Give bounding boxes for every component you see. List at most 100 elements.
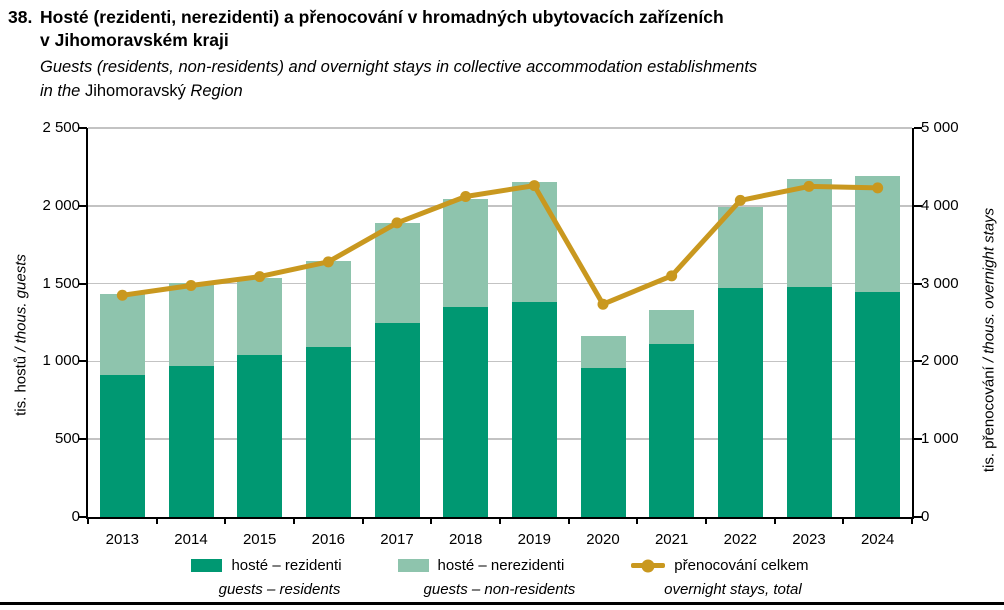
right-tick-label-5000: 5 000: [921, 119, 959, 136]
gridline-2500: [88, 127, 912, 129]
title-czech-line2: v Jihomoravském kraji: [40, 30, 229, 50]
overnight-point-2024: [872, 182, 884, 194]
x-label-2015: 2015: [242, 531, 277, 548]
right-tick-3000: [914, 282, 922, 285]
left-axis-title: tis. hostů / thous. guests: [12, 254, 30, 416]
bar-residents-2016: [305, 346, 351, 517]
x-label-2024: 2024: [860, 531, 895, 548]
bar-residents-2017: [374, 323, 420, 517]
x-tick-0: [87, 519, 89, 524]
legend-overnight-label-cs: přenocování celkem: [674, 557, 809, 574]
overnight-point-2014: [185, 280, 197, 292]
legend-residents-label-en: guests – residents: [218, 581, 341, 598]
bar-non-residents-2018: [443, 198, 489, 307]
x-tick-8: [636, 519, 639, 524]
legend-overnight-label-en: overnight stays, total: [664, 581, 802, 598]
legend-item-residents: hosté – rezidenti guests – residents: [191, 557, 342, 598]
gridline-500: [88, 438, 912, 440]
right-tick-label-2000: 2 000: [921, 352, 959, 370]
right-tick-5000: [914, 127, 922, 129]
bar-residents-2024: [855, 292, 901, 517]
non-residents-swatch-icon: [397, 559, 429, 572]
overnight-line-series: [116, 180, 884, 310]
residents-swatch-icon: [191, 559, 223, 572]
x-tick-1: [155, 519, 158, 524]
right-axis-line: [912, 128, 914, 519]
left-tick-2500: [79, 127, 87, 129]
left-tick-label-500: 500: [54, 430, 80, 448]
subtitle-english-line2: in the Jihomoravský Region: [40, 82, 243, 100]
x-label-2022: 2022: [723, 531, 758, 548]
overnight-line-swatch-icon: [631, 559, 666, 572]
bar-residents-2018: [443, 306, 489, 517]
bar-non-residents-2016: [305, 261, 351, 347]
bar-non-residents-2014: [168, 282, 214, 367]
right-tick-label-0: 0: [921, 508, 930, 525]
subtitle-english-line1: Guests (residents, non-residents) and ov…: [40, 58, 758, 76]
bar-non-residents-2021: [649, 310, 695, 345]
right-tick-0: [914, 516, 922, 518]
right-tick-2000: [914, 360, 922, 363]
bar-non-residents-2015: [237, 278, 283, 356]
x-label-2023: 2023: [792, 531, 826, 548]
left-axis-line: [86, 128, 88, 519]
x-tick-11: [842, 519, 845, 524]
bar-non-residents-2020: [580, 335, 626, 368]
left-tick-1500: [79, 282, 87, 285]
right-tick-label-4000: 4 000: [921, 196, 959, 214]
figure-number: 38.: [8, 7, 33, 27]
x-tick-5: [430, 519, 433, 524]
right-tick-1000: [914, 438, 922, 441]
left-tick-2000: [79, 204, 87, 207]
overnight-point-2022: [734, 194, 746, 206]
left-tick-label-1000: 1 000: [42, 352, 80, 370]
chart-header: 38. Hosté (rezidenti, nerezidenti) a přen…: [8, 6, 998, 103]
overnight-point-2016: [322, 256, 334, 268]
right-axis-title: tis. přenocování / thous. overnight stay…: [980, 207, 998, 473]
gridline-1000: [88, 360, 912, 363]
bar-residents-2021: [649, 344, 695, 517]
x-tick-7: [567, 519, 570, 524]
bottom-rule: [0, 602, 1004, 605]
x-label-2016: 2016: [311, 531, 346, 548]
x-tick-10: [773, 519, 776, 524]
bottom-axis-line: [86, 517, 914, 519]
overnight-point-2021: [666, 270, 678, 282]
bar-non-residents-2019: [511, 182, 557, 303]
bar-non-residents-2023: [786, 179, 832, 288]
x-label-2013: 2013: [105, 531, 140, 548]
bar-residents-2013: [99, 374, 145, 517]
legend-item-non-residents: hosté – nerezidenti guests – non-residen…: [397, 557, 576, 598]
bar-residents-2019: [511, 302, 557, 517]
overnight-line-path: [119, 183, 881, 307]
left-tick-label-2500: 2 500: [42, 119, 80, 136]
left-tick-label-0: 0: [71, 508, 80, 525]
left-tick-500: [79, 438, 87, 441]
x-tick-2: [224, 519, 227, 524]
left-tick-label-1500: 1 500: [42, 274, 80, 292]
x-label-2014: 2014: [174, 531, 208, 548]
overnight-point-2018: [460, 190, 472, 202]
right-tick-4000: [914, 204, 922, 207]
bar-non-residents-2013: [99, 293, 145, 375]
x-tick-3: [293, 519, 295, 524]
legend-non-residents-label-cs: hosté – nerezidenti: [437, 557, 565, 574]
x-tick-9: [705, 519, 707, 524]
legend-residents-label-cs: hosté – rezidenti: [231, 557, 342, 574]
title-czech-text: Hosté (rezidenti, nerezidenti) a přenoco…: [40, 7, 724, 27]
overnight-point-2023: [803, 180, 815, 192]
gridline-2000: [88, 205, 912, 207]
legend-item-overnight: přenocování celkem overnight stays, tota…: [631, 557, 809, 598]
region-name: Jihomoravský: [84, 82, 186, 100]
left-tick-label-2000: 2 000: [42, 196, 80, 214]
overnight-point-2013: [116, 289, 128, 301]
bar-residents-2023: [786, 287, 832, 517]
overnight-point-2020: [597, 298, 609, 310]
right-tick-label-3000: 3 000: [921, 274, 959, 292]
legend: hosté – rezidenti guests – residents hos…: [88, 557, 912, 598]
overnight-point-2015: [254, 271, 266, 283]
legend-non-residents-label-en: guests – non-residents: [423, 581, 576, 598]
x-label-2017: 2017: [380, 531, 414, 548]
x-tick-6: [499, 519, 501, 524]
title-czech-line1: 38. Hosté (rezidenti, nerezidenti) a přen…: [8, 6, 998, 29]
